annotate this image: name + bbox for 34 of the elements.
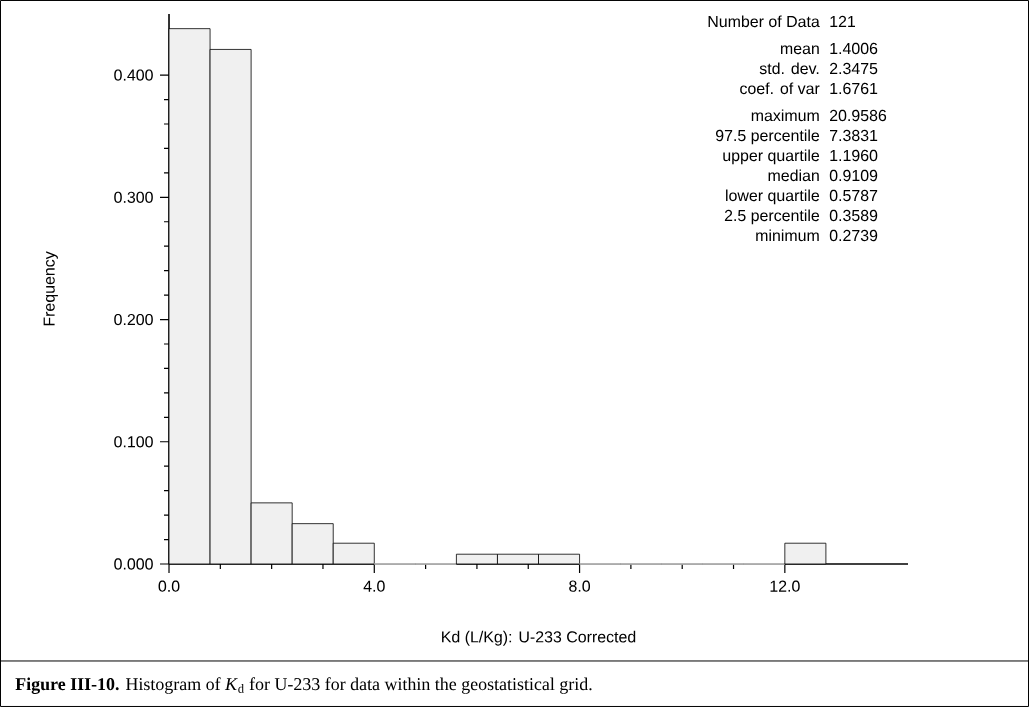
- y-tick-label: 0.200: [114, 313, 153, 326]
- annotation: lower quartile: [726, 189, 820, 205]
- annotation: coef. of var: [740, 82, 820, 95]
- annotation: mean: [780, 45, 819, 55]
- x-tick-label: 12.0: [770, 580, 800, 592]
- annotation: 2.3475: [830, 62, 878, 75]
- annotation: 0.2739: [829, 229, 878, 242]
- y-tick-label: 0.300: [114, 191, 153, 203]
- x-tick-label: 8.0: [569, 580, 591, 592]
- annotation: 97.5 percentile: [715, 129, 820, 145]
- annotation: minimum: [756, 229, 819, 242]
- annotation: 0.9109: [829, 169, 878, 182]
- annotation: 1.1960: [830, 149, 878, 162]
- annotation: 1.6761: [830, 82, 878, 95]
- annotation: 121: [830, 15, 856, 27]
- annotation: std. dev.: [759, 62, 819, 75]
- annotation: 7.3831: [830, 129, 878, 142]
- annotation: median: [768, 169, 819, 182]
- annotation: maximum: [751, 109, 819, 122]
- y-tick-label: 0.000: [114, 558, 153, 570]
- annotation: 1.4006: [830, 42, 878, 55]
- annotation: 0.5787: [829, 189, 878, 202]
- y-tick-label: 0.100: [114, 436, 153, 448]
- y-axis-title: Frequency: [43, 251, 58, 326]
- y-tick-label: 0.400: [114, 69, 153, 81]
- annotation: 20.9586: [830, 109, 887, 122]
- annotation: 2.5 percentile: [724, 209, 820, 225]
- annotation: Number of Data: [708, 15, 820, 28]
- x-tick-label: 0.0: [158, 580, 180, 592]
- x-tick-label: 4.0: [363, 580, 385, 592]
- annotation: 0.3589: [829, 209, 878, 222]
- x-axis-title: Kd (L/Kg): U-233 Corrected: [442, 630, 636, 646]
- text: Figure III-10. Histogram of K$_{d}$ for U-233 for data within the geostatistical grid.: [15, 677, 592, 694]
- annotation: upper quartile: [723, 149, 820, 165]
